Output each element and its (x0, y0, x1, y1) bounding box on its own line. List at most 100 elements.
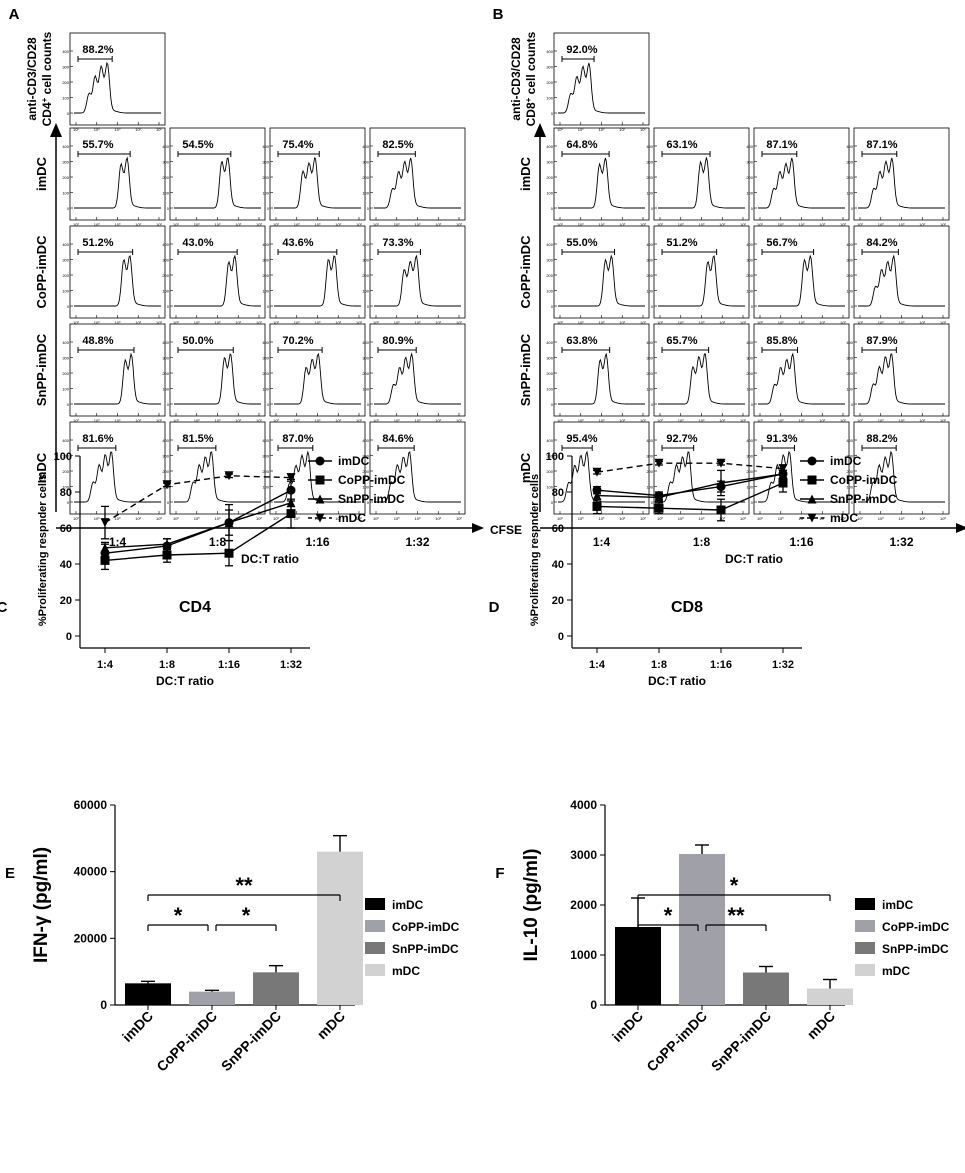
y-tick-label: 0 (66, 631, 72, 643)
marker-triangle-down (654, 458, 664, 468)
y-tick-label: 0 (851, 500, 854, 505)
y-tick-label: 0 (751, 402, 754, 407)
x-tick-label: 10⁰ (335, 516, 341, 521)
significance-bracket: * (215, 903, 277, 931)
axis-arrow-up (50, 123, 62, 137)
y-tick-label: 300 (362, 356, 369, 361)
legend-swatch (855, 920, 875, 932)
row-label: SnPP-imDC (518, 333, 533, 406)
x-tick-label: imDC (609, 1008, 646, 1045)
marker-square (162, 550, 172, 560)
significance-stars: * (730, 873, 739, 898)
x-tick-label: 10⁰ (740, 418, 746, 423)
histogram-cell: 0 100 200 300 400 10⁰ 10⁰ 10⁰ 10⁰ 10⁰ 87.9% (846, 323, 950, 423)
y-tick-label: 0 (751, 500, 754, 505)
x-tick-label: 10⁰ (698, 418, 704, 423)
y-tick-label: 0 (67, 500, 70, 505)
x-tick-label: 1:16 (218, 659, 240, 671)
x-tick-label: 10⁰ (256, 222, 262, 227)
histogram-trace (858, 450, 945, 503)
control-row-label-cells: CD8+ cell counts (524, 31, 538, 126)
histogram-cell: 0 100 200 300 400 10⁰ 10⁰ 10⁰ 10⁰ 10⁰ 48.8% (62, 323, 166, 423)
marker-triangle-down (716, 458, 726, 468)
x-tick-label: 10⁰ (135, 320, 141, 325)
x-tick-label: 10⁰ (435, 222, 441, 227)
y-axis-title: IL-10 (pg/ml) (521, 849, 542, 962)
x-tick-label: CoPP-imDC (153, 1008, 220, 1075)
x-tick-label: 10⁰ (657, 222, 663, 227)
x-tick-label: 10⁰ (335, 418, 341, 423)
significance-bracket: * (637, 903, 699, 931)
y-tick-label: 400 (646, 242, 653, 247)
x-tick-label: 10⁰ (414, 418, 420, 423)
x-tick-label: 10⁰ (840, 320, 846, 325)
histogram-trace (274, 255, 361, 307)
x-tick-label: 10⁰ (878, 516, 884, 521)
y-tick-label: 200 (646, 469, 653, 474)
x-tick-label: 10⁰ (578, 516, 584, 521)
y-tick-label: 200 (62, 273, 69, 278)
bar-snpp-imdc (253, 972, 299, 1005)
axis-arrow-right (472, 523, 484, 533)
series-imdc (592, 469, 788, 501)
gate-percentage: 91.3% (766, 433, 797, 445)
y-tick-label: 100 (746, 485, 753, 490)
row-label: CoPP-imDC (518, 235, 533, 309)
x-tick-label: 10⁰ (294, 418, 300, 423)
gate-percentage: 63.1% (666, 139, 697, 151)
y-tick-label: 200 (62, 371, 69, 376)
y-tick-label: 400 (162, 144, 169, 149)
y-axis-title: IFN-γ (pg/ml) (31, 847, 52, 963)
x-tick-label: 10⁰ (719, 418, 725, 423)
legend-label: mDC (338, 511, 366, 525)
panel-label: E (5, 865, 15, 882)
histogram-trace (174, 451, 261, 503)
series-line (596, 462, 784, 473)
marker-triangle-down (100, 518, 110, 528)
histogram-trace (174, 353, 261, 405)
histogram-cell: 0 100 200 300 400 10⁰ 10⁰ 10⁰ 10⁰ 10⁰ 92.7% (646, 421, 750, 521)
x-tick-label: 1:4 (589, 659, 606, 671)
y-tick-label: 100 (846, 387, 853, 392)
y-tick-label: 100 (62, 289, 69, 294)
histogram-trace (374, 254, 461, 307)
histogram-cell: 0 100 200 300 400 10⁰ 10⁰ 10⁰ 10⁰ 10⁰ 65.7% (646, 323, 750, 423)
x-tick-label: 10⁰ (94, 127, 100, 132)
y-tick-label: 200 (62, 469, 69, 474)
y-tick-label: 100 (846, 485, 853, 490)
legend-label: SnPP-imDC (830, 492, 897, 506)
y-tick-label: 200 (162, 175, 169, 180)
x-tick-label: 10⁰ (135, 516, 141, 521)
y-tick-label: 40 (60, 559, 72, 571)
x-tick-label: 10⁰ (173, 222, 179, 227)
y-tick-label: 3000 (570, 848, 597, 862)
y-tick-label: 300 (646, 258, 653, 263)
legend-label: imDC (882, 898, 914, 912)
x-tick-label: 10⁰ (114, 320, 120, 325)
y-tick-label: 400 (262, 144, 269, 149)
marker-square (100, 555, 110, 565)
y-tick-label: 0 (100, 998, 107, 1012)
x-tick-label: 10⁰ (578, 320, 584, 325)
y-tick-label: 0 (551, 500, 554, 505)
x-tick-label: 10⁰ (898, 320, 904, 325)
histogram-trace (558, 157, 645, 209)
y-tick-label: 100 (546, 96, 553, 101)
marker-triangle-up (286, 498, 296, 508)
x-tick-label: 10⁰ (778, 222, 784, 227)
histogram-cell: 0 100 200 300 400 10⁰ 10⁰ 10⁰ 10⁰ 10⁰ 91.3% (746, 421, 850, 521)
x-tick-label: 10⁰ (256, 516, 262, 521)
y-tick-label: 100 (362, 485, 369, 490)
y-tick-label: 400 (846, 438, 853, 443)
series-snpp-imdc (592, 469, 788, 502)
y-tick-label: 0 (651, 402, 654, 407)
x-tick-label: 10⁰ (235, 222, 241, 227)
marker-triangle-up (100, 543, 110, 553)
histogram-trace (758, 254, 845, 307)
x-tick-label: 10⁰ (898, 222, 904, 227)
x-tick-label: 10⁰ (194, 516, 200, 521)
y-tick-label: 200 (646, 371, 653, 376)
x-tick-label: 10⁰ (598, 320, 604, 325)
x-tick-label: 10⁰ (798, 418, 804, 423)
